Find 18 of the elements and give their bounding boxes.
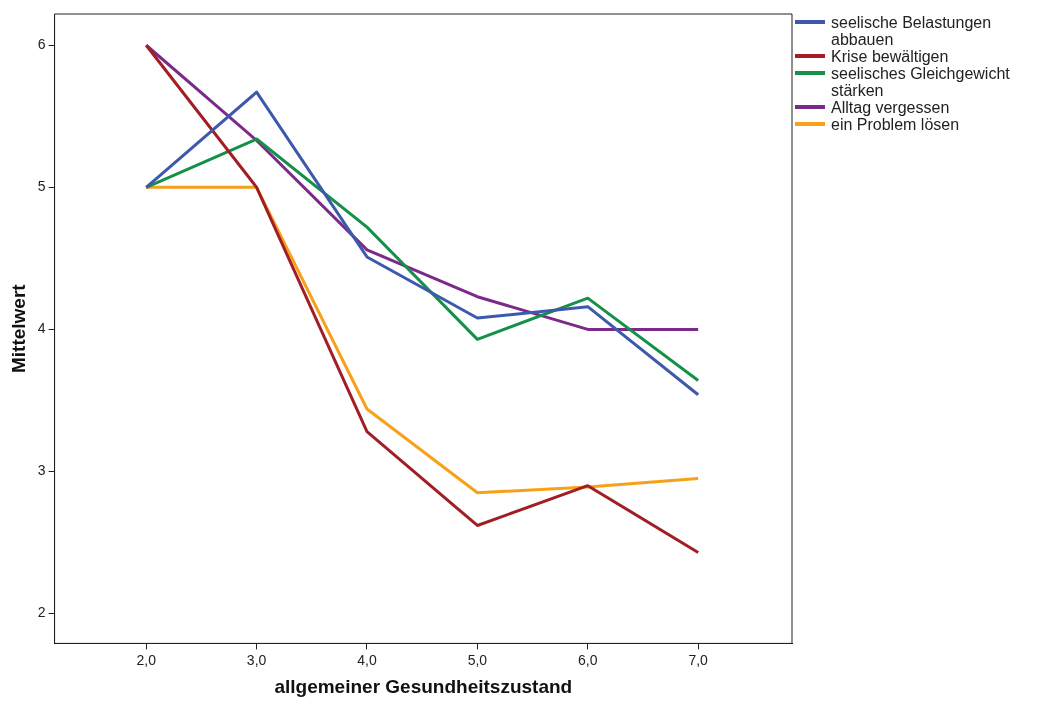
y-axis-title: Mittelwert	[7, 283, 29, 374]
y-tick-label: 2	[37, 604, 46, 621]
x-tick-label: 4,0	[357, 651, 377, 668]
y-tick-label: 6	[37, 36, 46, 53]
legend-label: ein Problem lösen	[831, 116, 961, 133]
legend-label: seelisches Gleichgewicht stärken	[831, 65, 1011, 99]
legend-label: Krise bewältigen	[831, 48, 950, 65]
x-axis-title: allgemeiner Gesundheitszustand	[274, 675, 573, 697]
y-tick-label: 3	[37, 462, 46, 479]
legend-label: Alltag vergessen	[831, 99, 951, 116]
x-tick-label: 6,0	[578, 651, 598, 668]
x-tick-label: 3,0	[246, 651, 267, 668]
x-tick-label: 7,0	[688, 651, 709, 668]
y-tick-label: 4	[37, 320, 46, 337]
x-tick-label: 2,0	[136, 651, 157, 668]
legend-label: seelische Belastungen abbauen	[831, 14, 993, 48]
x-tick-label: 5,0	[467, 651, 488, 668]
y-tick-label: 5	[37, 178, 46, 195]
